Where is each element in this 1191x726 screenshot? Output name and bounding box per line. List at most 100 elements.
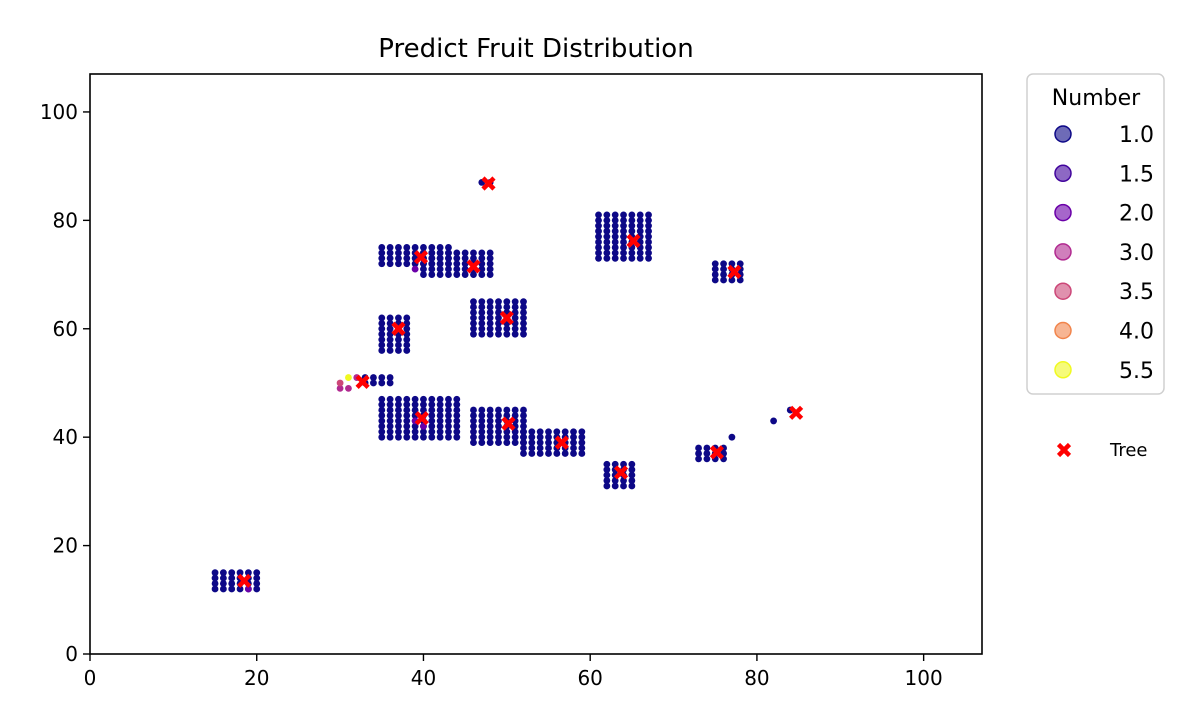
legend-label: 2.0	[1119, 202, 1154, 227]
fruit-point	[695, 450, 702, 457]
fruit-point	[378, 412, 386, 419]
fruit-point	[553, 428, 561, 436]
fruit-point	[620, 216, 627, 224]
fruit-point	[620, 244, 627, 251]
fruit-point	[411, 422, 419, 430]
fruit-point	[628, 216, 636, 224]
fruit-point	[628, 460, 636, 468]
fruit-point	[403, 254, 411, 262]
fruit-point	[495, 417, 502, 425]
fruit-point	[403, 260, 411, 268]
fruit-point	[636, 211, 644, 219]
fruit-point	[336, 379, 344, 387]
fruit-point	[595, 244, 602, 251]
fruit-point	[628, 211, 636, 219]
fruit-point	[645, 211, 652, 219]
fruit-point	[395, 244, 402, 251]
fruit-point	[645, 249, 652, 257]
fruit-point	[528, 428, 536, 436]
fruit-point	[428, 395, 436, 403]
fruit-point	[486, 265, 494, 273]
fruit-point	[445, 249, 452, 257]
fruit-point	[453, 422, 461, 430]
fruit-point	[611, 482, 619, 490]
fruit-point	[711, 276, 719, 284]
x-tick-label: 40	[411, 666, 436, 690]
fruit-point	[520, 298, 527, 306]
fruit-point	[436, 395, 444, 403]
fruit-point	[478, 422, 486, 430]
fruit-point	[520, 303, 527, 311]
fruit-point	[420, 401, 427, 409]
fruit-point	[420, 244, 427, 251]
fruit-point	[436, 271, 444, 278]
fruit-point	[503, 325, 511, 333]
fruit-point	[211, 585, 219, 593]
fruit-point	[470, 330, 477, 338]
fruit-point	[219, 569, 227, 577]
fruit-point	[428, 428, 436, 436]
fruit-point	[495, 330, 502, 338]
fruit-point	[420, 433, 427, 441]
fruit-point	[603, 211, 611, 219]
fruit-point	[495, 428, 502, 436]
x-axis: 0 20 40 60 80 100	[84, 654, 943, 690]
fruit-point	[620, 227, 627, 235]
fruit-point	[520, 314, 527, 322]
fruit-point	[428, 406, 436, 414]
fruit-point	[345, 374, 352, 381]
fruit-point	[495, 298, 502, 306]
fruit-point	[486, 406, 494, 414]
fruit-point	[536, 444, 544, 452]
fruit-point	[395, 249, 402, 257]
fruit-point	[495, 314, 502, 322]
fruit-point	[495, 325, 502, 333]
fruit-point	[386, 347, 394, 354]
fruit-point	[253, 580, 261, 587]
tree-markers	[237, 176, 804, 588]
fruit-point	[545, 439, 552, 446]
x-tick-label: 20	[244, 666, 269, 690]
fruit-point	[436, 265, 444, 273]
fruit-point	[478, 433, 486, 441]
fruit-point	[428, 422, 436, 430]
x-tick-label: 60	[577, 666, 602, 690]
fruit-point	[478, 325, 486, 333]
legend-label: 4.0	[1119, 320, 1154, 345]
fruit-point	[603, 254, 611, 262]
fruit-point	[436, 428, 444, 436]
fruit-point	[603, 460, 611, 468]
fruit-point	[453, 417, 461, 425]
fruit-point	[428, 401, 436, 409]
fruit-point	[386, 379, 394, 387]
fruit-point	[461, 260, 469, 268]
fruit-point	[403, 401, 411, 409]
fruit-point	[395, 336, 402, 344]
fruit-point	[403, 428, 411, 436]
fruit-point	[536, 450, 544, 457]
fruit-point	[645, 244, 652, 251]
fruit-point	[445, 260, 452, 268]
fruit-point	[470, 309, 477, 316]
fruit-point	[628, 471, 636, 479]
fruit-point	[470, 314, 477, 322]
fruit-point	[453, 249, 461, 257]
fruit-point	[236, 585, 244, 593]
fruit-point	[486, 325, 494, 333]
fruit-point	[378, 341, 386, 349]
fruit-point	[520, 412, 527, 419]
fruit-point	[370, 374, 377, 381]
legend-title: Number	[1052, 86, 1141, 111]
fruit-point	[511, 325, 519, 333]
legend-marker	[1054, 203, 1072, 222]
fruit-point	[253, 574, 261, 582]
fruit-point	[511, 303, 519, 311]
fruit-point	[486, 314, 494, 322]
fruit-point	[611, 211, 619, 219]
tree-marker	[626, 233, 641, 249]
fruit-point	[711, 260, 719, 268]
tree-marker	[613, 465, 629, 480]
fruit-point	[403, 347, 411, 354]
fruit-point	[603, 233, 611, 241]
fruit-point	[461, 254, 469, 262]
